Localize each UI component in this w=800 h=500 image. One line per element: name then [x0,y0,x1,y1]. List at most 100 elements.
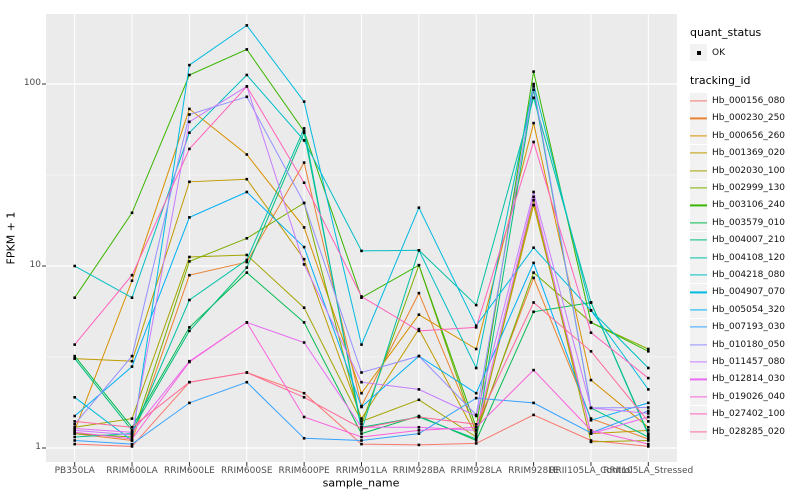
data-point [188,216,191,219]
legend-key-box [690,266,707,284]
data-point [417,398,421,402]
legend-line-swatch [690,361,707,363]
data-point [130,279,134,282]
x-tick-label: RRIM928LA [450,466,502,476]
legend-line-swatch [690,152,707,154]
legend-line-swatch [690,291,707,293]
legend-line-swatch [690,100,707,102]
data-point [647,388,650,391]
data-point [589,321,593,324]
data-point [647,347,650,351]
data-point [532,246,535,249]
legend-item-label: Hb_005054_320 [712,304,786,315]
data-point [73,439,76,442]
legend-item-label: OK [712,47,725,58]
legend-item-label: Hb_004907_070 [712,287,786,298]
data-point [130,431,134,434]
data-point [589,432,593,435]
legend-key-box [690,301,707,319]
data-point [417,415,421,419]
x-tick-label: PB350LA [54,466,95,476]
data-point [532,195,535,199]
data-point [245,48,249,51]
x-tick-label: RRII105LA_Control [549,466,633,476]
data-point [73,427,76,430]
legend-item-Hb_002999_130: Hb_002999_130 [690,179,800,197]
data-point [245,24,249,27]
data-point [245,237,249,240]
legend-item-label: Hb_000656_260 [712,130,786,141]
data-point [360,420,363,423]
data-point [589,417,593,420]
data-point [532,310,535,314]
data-point [474,423,478,426]
data-point [647,432,650,435]
legend-line-swatch [690,413,707,415]
data-point [73,431,76,434]
data-point [245,371,249,374]
legend-item-Hb_003579_010: Hb_003579_010 [690,214,800,232]
y-tick-label: 10 [29,260,41,270]
data-point [474,426,478,429]
legend-item-Hb_000156_080: Hb_000156_080 [690,92,800,110]
data-point [188,113,191,116]
data-point [532,261,535,265]
data-point [417,263,421,267]
y-tick-label: 1 [35,442,41,452]
legend-item-label: Hb_003579_010 [712,217,786,228]
data-point [647,401,650,405]
data-point [360,417,363,420]
data-point [130,433,134,437]
data-point [188,298,191,302]
data-point [188,380,191,384]
data-point [302,100,306,103]
data-point [73,442,76,446]
data-point [360,391,363,395]
data-point [532,301,535,304]
data-point [245,177,249,181]
data-point [130,439,134,442]
data-point [188,273,191,277]
data-point [589,350,593,353]
data-point [474,429,478,432]
legend-key-box [690,92,707,110]
data-point [589,440,593,444]
data-point [417,249,421,252]
data-point [474,432,478,435]
data-point [130,442,134,446]
legend-line-swatch [690,204,707,207]
legend-item-label: Hb_001369_020 [712,148,786,159]
legend-key-box [690,162,707,180]
data-point [532,198,535,202]
legend-key-box [690,283,707,301]
data-point [417,429,421,432]
data-point [302,415,306,419]
legend-key-box [690,370,707,388]
data-point [188,73,191,77]
data-point [188,401,191,405]
data-point [589,439,593,442]
legend-key-box [690,336,707,354]
data-point [302,306,306,309]
data-point [360,371,363,374]
data-point [417,388,421,391]
data-point [302,181,306,184]
legend-item-Hb_004007_210: Hb_004007_210 [690,231,800,249]
legend-line-swatch [690,378,707,380]
data-point [188,329,191,333]
x-tick-label: RRIM928LE [508,466,559,476]
data-point [245,253,249,257]
data-point [245,260,249,264]
data-point [532,276,535,280]
legend-item-label: Hb_004108_120 [712,252,786,263]
legend-line-swatch [690,257,707,259]
data-point [532,85,535,88]
data-point [130,296,134,299]
legend-line-swatch [690,309,707,311]
legend-line-swatch [690,396,707,398]
data-point [532,368,535,372]
data-point [188,180,191,184]
data-point [302,130,306,133]
